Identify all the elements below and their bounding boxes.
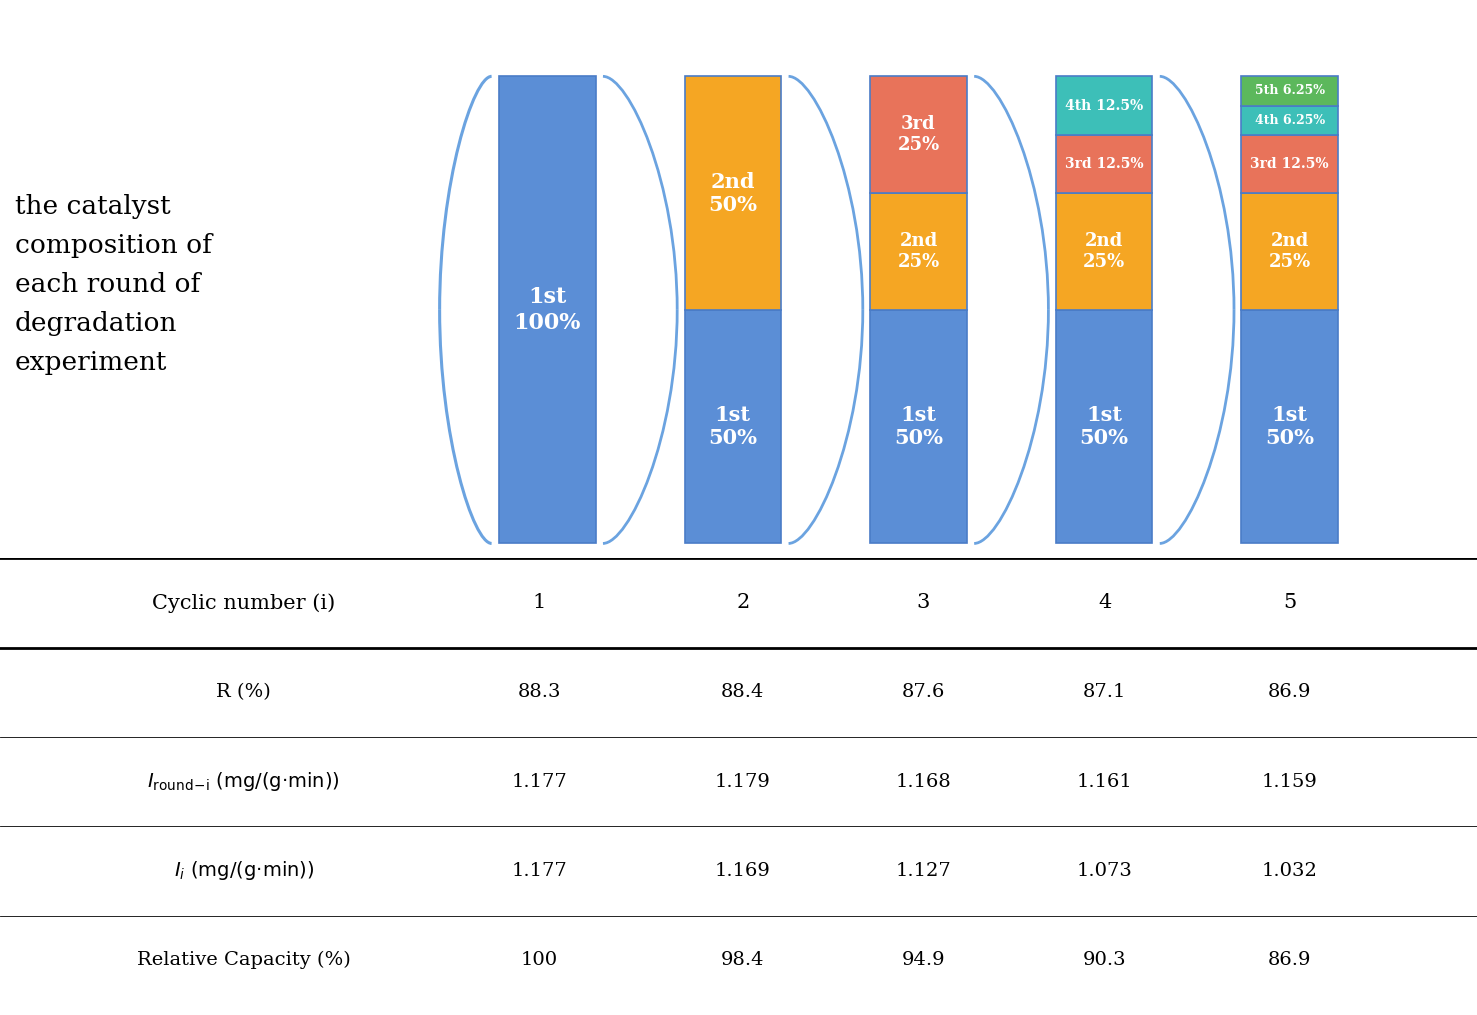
Text: 5: 5 <box>1284 594 1295 612</box>
Bar <box>1056 193 1152 310</box>
Text: 2: 2 <box>737 594 749 612</box>
Text: 4: 4 <box>1099 594 1111 612</box>
Text: 1.169: 1.169 <box>715 862 771 880</box>
Text: 94.9: 94.9 <box>901 951 945 969</box>
Bar <box>1056 310 1152 543</box>
Text: 87.6: 87.6 <box>901 683 945 701</box>
Bar <box>1242 135 1338 193</box>
Text: 2nd
25%: 2nd 25% <box>1083 232 1125 271</box>
Text: 1st
50%: 1st 50% <box>1266 405 1315 449</box>
Text: 88.3: 88.3 <box>517 683 561 701</box>
Bar <box>685 76 781 310</box>
Text: 1st
100%: 1st 100% <box>514 286 580 334</box>
Text: R (%): R (%) <box>216 683 272 701</box>
Text: 86.9: 86.9 <box>1267 951 1312 969</box>
Text: 3rd
25%: 3rd 25% <box>898 116 939 154</box>
Bar <box>870 193 967 310</box>
Text: 88.4: 88.4 <box>721 683 765 701</box>
Text: 1.127: 1.127 <box>895 862 951 880</box>
Text: 1st
50%: 1st 50% <box>894 405 942 449</box>
Text: 1.073: 1.073 <box>1077 862 1133 880</box>
Bar <box>685 310 781 543</box>
Bar <box>1242 310 1338 543</box>
Text: 2nd
50%: 2nd 50% <box>709 172 758 215</box>
Text: 5th 6.25%: 5th 6.25% <box>1254 84 1325 97</box>
Text: 1st
50%: 1st 50% <box>1080 405 1128 449</box>
Text: 86.9: 86.9 <box>1267 683 1312 701</box>
Text: 3: 3 <box>916 594 931 612</box>
Bar <box>1242 76 1338 106</box>
Bar <box>499 76 595 543</box>
Text: 1.177: 1.177 <box>511 772 567 791</box>
Text: Cyclic number (i): Cyclic number (i) <box>152 593 335 613</box>
Text: 3rd 12.5%: 3rd 12.5% <box>1251 157 1329 171</box>
Text: 1.161: 1.161 <box>1077 772 1133 791</box>
Bar <box>1242 106 1338 135</box>
Bar <box>1056 76 1152 135</box>
Text: 3rd 12.5%: 3rd 12.5% <box>1065 157 1143 171</box>
Bar <box>1242 193 1338 310</box>
Text: 100: 100 <box>520 951 558 969</box>
Text: 1.159: 1.159 <box>1261 772 1317 791</box>
Text: $\mathit{I}_{\it i}$ (mg/(g·min)): $\mathit{I}_{\it i}$ (mg/(g·min)) <box>173 860 315 882</box>
Bar <box>870 310 967 543</box>
Text: 90.3: 90.3 <box>1083 951 1127 969</box>
Text: 2nd
25%: 2nd 25% <box>898 232 939 271</box>
Text: Relative Capacity (%): Relative Capacity (%) <box>137 951 350 969</box>
Text: 87.1: 87.1 <box>1083 683 1127 701</box>
Text: 1.168: 1.168 <box>895 772 951 791</box>
Text: 1.179: 1.179 <box>715 772 771 791</box>
Text: 1.177: 1.177 <box>511 862 567 880</box>
Text: $\mathit{I}_{\rm round\!-\!i}$ (mg/(g·min)): $\mathit{I}_{\rm round\!-\!i}$ (mg/(g·mi… <box>148 770 340 793</box>
Text: 1: 1 <box>532 594 546 612</box>
Bar <box>870 76 967 193</box>
Text: 1st
50%: 1st 50% <box>709 405 758 449</box>
Text: 4th 12.5%: 4th 12.5% <box>1065 98 1143 113</box>
Text: 2nd
25%: 2nd 25% <box>1269 232 1310 271</box>
Bar <box>1056 135 1152 193</box>
Text: the catalyst
composition of
each round of
degradation
experiment: the catalyst composition of each round o… <box>15 194 211 375</box>
Text: 98.4: 98.4 <box>721 951 765 969</box>
Text: 1.032: 1.032 <box>1261 862 1317 880</box>
Text: 4th 6.25%: 4th 6.25% <box>1254 114 1325 127</box>
